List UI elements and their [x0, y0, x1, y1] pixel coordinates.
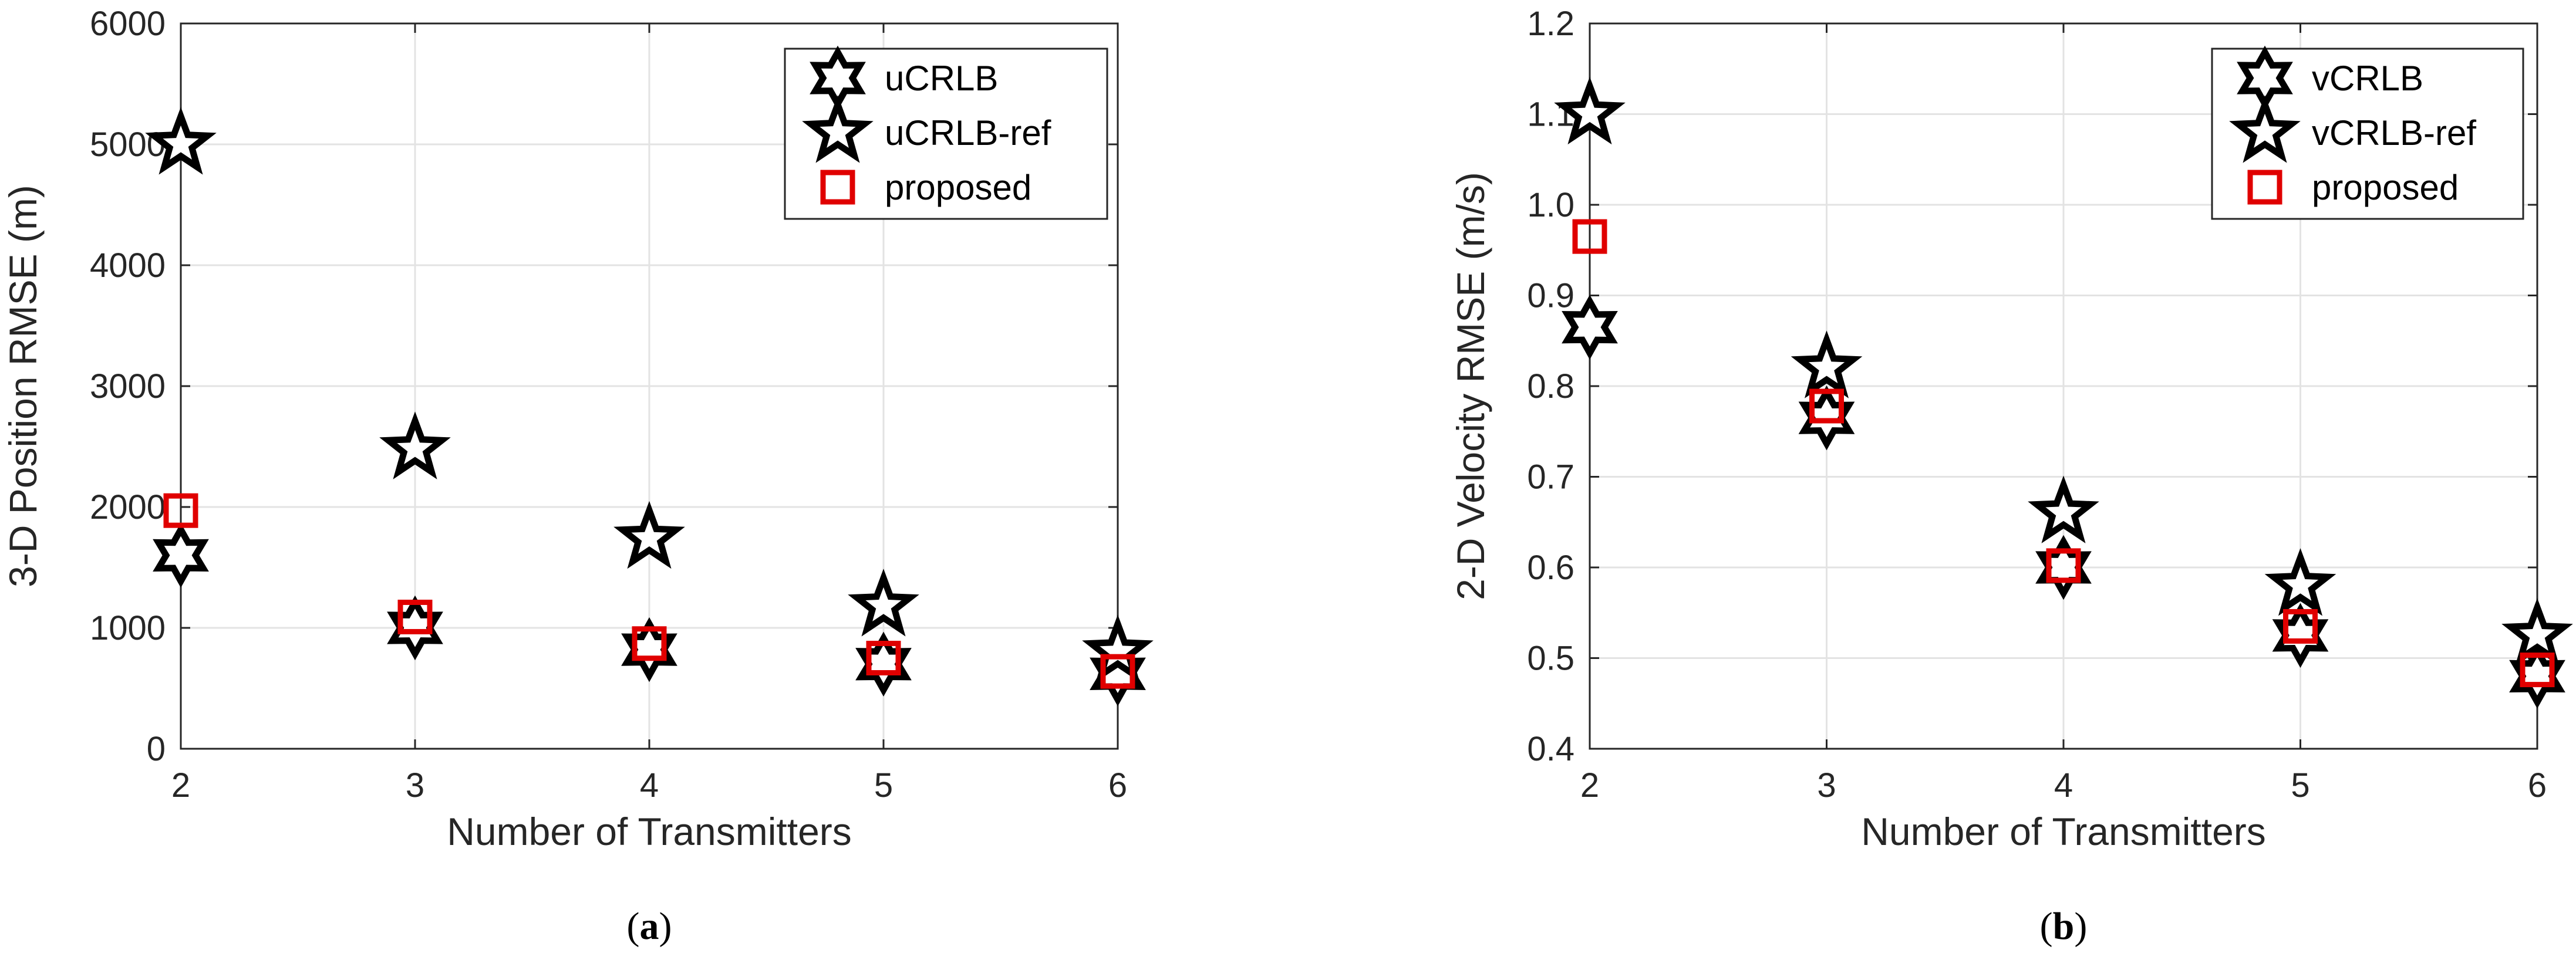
data-point-proposed-2 [163, 493, 198, 528]
panel-caption-open: ( [2040, 905, 2053, 948]
panel-caption-letter: a [640, 905, 659, 948]
legend: uCRLB uCRLB-ref proposed [784, 45, 1108, 220]
panel-caption-close: ) [2074, 905, 2087, 948]
data-point-proposed-6 [1100, 654, 1135, 689]
legend-label-uCRLB-ref: uCRLB-ref [885, 113, 1051, 153]
data-point-uCRLB-ref-5 [848, 569, 919, 637]
legend-marker-uCRLB-ref [802, 95, 874, 163]
x-tick-label: 4 [2054, 766, 2073, 804]
legend-label-proposed: proposed [885, 168, 1031, 207]
y-tick-label: 0.7 [1527, 458, 1574, 496]
y-tick-label: 0.5 [1527, 640, 1574, 678]
data-point-vCRLB-ref-6 [2501, 598, 2573, 666]
x-tick-label: 6 [1108, 766, 1127, 804]
legend-marker-vCRLB-ref [2229, 95, 2301, 163]
legend-label-vCRLB: vCRLB [2312, 59, 2423, 98]
legend: vCRLB vCRLB-ref proposed [2211, 45, 2524, 220]
data-point-proposed-2 [1572, 219, 1607, 254]
legend-label-proposed: proposed [2312, 168, 2459, 207]
y-tick-label: 1.0 [1527, 186, 1574, 224]
legend-label-vCRLB-ref: vCRLB-ref [2312, 113, 2476, 153]
y-axis-label: 3-D Position RMSE (m) [1, 185, 45, 587]
x-axis-label: Number of Transmitters [1861, 810, 2266, 853]
data-point-vCRLB-ref-2 [1554, 76, 1626, 145]
y-tick-label: 2000 [90, 488, 166, 526]
series-vCRLB-ref [1554, 76, 2573, 666]
data-point-uCRLB-3 [387, 595, 443, 661]
x-tick-label: 2 [171, 766, 190, 804]
panel-caption-letter: b [2053, 905, 2075, 948]
y-tick-label: 0.8 [1527, 367, 1574, 405]
data-point-proposed-3 [397, 599, 433, 634]
data-point-proposed-3 [1809, 388, 1844, 424]
series-vCRLB [1562, 295, 2565, 709]
y-tick-label: 1.1 [1527, 96, 1574, 134]
chart-panel-a: 2 3 4 5 6 0 1000 2000 3000 4000 5000 6000 Number of … [1, 5, 1154, 948]
data-point-vCRLB-6 [2509, 644, 2565, 709]
y-tick-label: 0.6 [1527, 549, 1574, 587]
data-point-uCRLB-ref-6 [1082, 614, 1154, 682]
y-tick-label: 1000 [90, 609, 166, 647]
data-point-vCRLB-ref-5 [2264, 548, 2336, 616]
y-tick-label: 3000 [90, 367, 166, 405]
x-tick-label: 3 [406, 766, 424, 804]
data-point-uCRLB-ref-4 [613, 501, 685, 569]
x-tick-label: 5 [874, 766, 893, 804]
series-uCRLB [153, 523, 1146, 707]
y-axis-label: 2-D Velocity RMSE (m/s) [1449, 172, 1492, 600]
y-tick-label: 0 [147, 730, 166, 768]
series-proposed [1572, 219, 2555, 688]
y-tick-label: 0.4 [1527, 730, 1574, 768]
data-point-uCRLB-5 [855, 631, 912, 697]
legend-marker-proposed [820, 170, 855, 205]
data-point-proposed-5 [866, 641, 901, 675]
x-axis-label: Number of Transmitters [447, 810, 852, 853]
panel-caption: (b) [2040, 905, 2088, 948]
data-point-uCRLB-6 [1090, 641, 1146, 707]
data-point-uCRLB-ref-2 [145, 107, 217, 175]
data-point-uCRLB-4 [621, 617, 677, 682]
data-point-proposed-6 [2520, 653, 2555, 688]
series-uCRLB-ref [145, 107, 1154, 682]
data-point-uCRLB-ref-3 [379, 411, 451, 479]
data-point-uCRLB-2 [153, 523, 209, 588]
panel-caption-close: ) [659, 905, 672, 948]
data-point-vCRLB-4 [2035, 535, 2092, 600]
x-tick-label: 3 [1817, 766, 1836, 804]
data-point-vCRLB-3 [1798, 385, 1855, 451]
legend-marker-proposed [2247, 170, 2282, 205]
x-tick-label: 4 [640, 766, 659, 804]
data-point-proposed-4 [632, 626, 667, 661]
x-tick-label: 2 [1580, 766, 1599, 804]
series-proposed [163, 493, 1135, 689]
data-point-vCRLB-5 [2272, 603, 2329, 668]
data-point-proposed-5 [2283, 609, 2318, 644]
data-point-proposed-4 [2046, 548, 2081, 583]
data-point-vCRLB-ref-3 [1791, 330, 1863, 398]
chart-panel-b: 2 3 4 5 6 0.4 0.5 0.6 0.7 0.8 0.9 1.0 1.1 1.2 Number o… [1449, 5, 2573, 948]
y-tick-label: 6000 [90, 5, 166, 43]
data-point-vCRLB-2 [1562, 295, 1618, 360]
y-tick-label: 0.9 [1527, 277, 1574, 315]
y-tick-label: 1.2 [1527, 5, 1574, 43]
data-point-vCRLB-ref-4 [2028, 475, 2099, 543]
y-tick-label: 4000 [90, 246, 166, 285]
legend-label-uCRLB: uCRLB [885, 59, 998, 98]
x-tick-label: 6 [2528, 766, 2547, 804]
panel-caption-open: ( [627, 905, 640, 948]
x-tick-label: 5 [2291, 766, 2309, 804]
y-tick-label: 5000 [90, 126, 166, 164]
panel-caption: (a) [627, 905, 672, 948]
